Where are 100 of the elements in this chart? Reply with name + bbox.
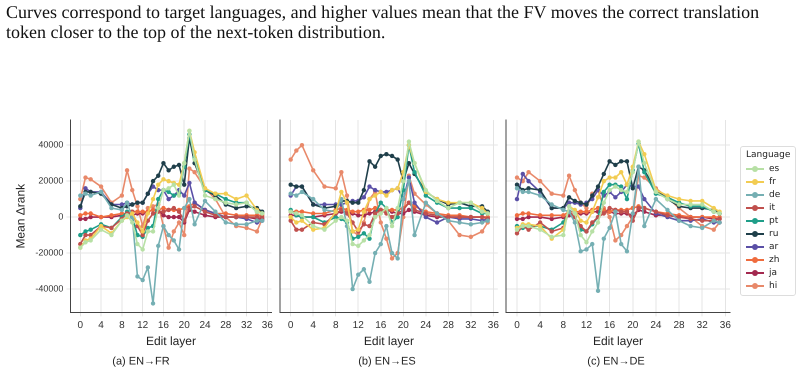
point (109, 206, 114, 210)
point (526, 190, 531, 194)
point (596, 220, 600, 225)
point (294, 227, 299, 232)
point (676, 196, 682, 202)
point (339, 170, 344, 174)
point (602, 178, 606, 184)
x-tick-label: 20 (178, 320, 190, 332)
point (367, 159, 372, 164)
point (384, 193, 389, 198)
point (384, 236, 389, 241)
point (234, 206, 238, 210)
point (624, 196, 630, 202)
point (172, 164, 176, 169)
point (224, 220, 228, 225)
x-tick-label: 24 (650, 320, 662, 332)
x-tick-label: 36 (262, 320, 274, 332)
point (150, 178, 156, 184)
x-axis-title: Edit layer (592, 334, 644, 348)
point (311, 168, 316, 173)
point (88, 211, 93, 216)
point (526, 170, 531, 174)
point (566, 195, 572, 200)
point (613, 238, 618, 243)
point (224, 211, 228, 216)
point (130, 188, 134, 192)
point (642, 160, 647, 166)
point (596, 195, 600, 200)
point (288, 182, 293, 187)
x-tick-label: 12 (137, 320, 149, 332)
point (406, 139, 412, 144)
point (624, 190, 630, 194)
point (367, 184, 372, 189)
point (254, 229, 260, 234)
point (520, 216, 525, 222)
point (156, 182, 160, 187)
point (334, 186, 338, 191)
point (378, 220, 383, 225)
point (618, 242, 624, 246)
legend-label: pt (769, 216, 778, 226)
point (480, 229, 484, 234)
point (88, 214, 93, 220)
point (322, 184, 327, 189)
point (602, 172, 606, 176)
point (156, 244, 160, 248)
point (202, 193, 208, 198)
point (406, 208, 412, 212)
point (166, 178, 171, 184)
point (566, 174, 572, 178)
point (146, 229, 150, 234)
point (607, 175, 612, 180)
point (406, 178, 412, 184)
point (434, 220, 440, 225)
point (613, 175, 618, 180)
point (538, 193, 542, 198)
point (161, 177, 166, 182)
point (182, 182, 186, 187)
point (457, 206, 462, 210)
point (311, 196, 316, 202)
point (514, 213, 520, 218)
point (202, 198, 208, 204)
x-tick-label: 12 (580, 320, 592, 332)
point (224, 192, 228, 196)
legend-label: ar (769, 242, 778, 252)
point (378, 200, 383, 205)
point (602, 190, 606, 194)
point (607, 226, 612, 230)
point (642, 196, 647, 202)
point (150, 211, 156, 216)
point (367, 280, 372, 284)
x-tick-label: 16 (375, 320, 387, 332)
point (572, 188, 578, 192)
point (578, 232, 583, 238)
text: (a) EN→FR (112, 355, 170, 368)
point (538, 178, 542, 184)
x-axis-title: Edit layer (146, 334, 196, 348)
point (688, 224, 693, 228)
point (83, 232, 88, 238)
point (602, 200, 606, 205)
point (234, 196, 238, 202)
point (356, 210, 360, 214)
point (311, 224, 316, 228)
point (607, 159, 612, 164)
point (182, 232, 186, 238)
point (300, 218, 304, 223)
point (176, 220, 182, 225)
point (356, 272, 360, 277)
point (390, 154, 394, 158)
point (372, 250, 378, 256)
point (526, 211, 531, 216)
x-tick-label: 36 (720, 320, 732, 332)
point (712, 227, 716, 232)
point (590, 242, 594, 246)
point (166, 245, 171, 250)
point (665, 208, 670, 212)
point (166, 186, 171, 191)
point (130, 220, 134, 225)
x-tick-label: 8 (560, 320, 567, 332)
point (550, 202, 554, 207)
point (156, 196, 160, 202)
